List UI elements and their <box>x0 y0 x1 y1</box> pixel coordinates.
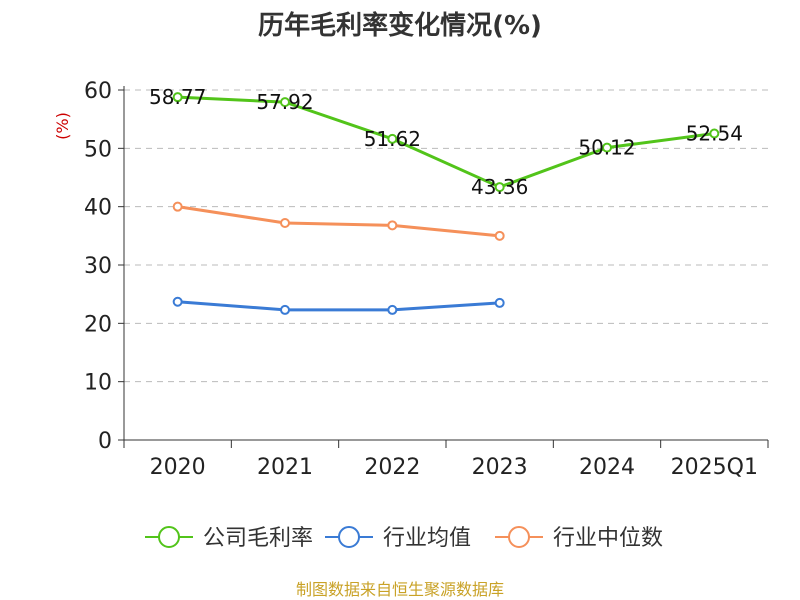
data-point <box>172 296 183 307</box>
data-label: 50.12 <box>578 136 635 160</box>
series-lines <box>172 92 720 315</box>
legend-label: 行业中位数 <box>553 526 663 551</box>
data-point <box>602 142 612 153</box>
data-point <box>387 304 398 315</box>
y-axis-unit-label: (%) <box>53 112 72 140</box>
y-tick-label: 60 <box>84 79 112 104</box>
data-labels: 58.77 57.92 51.62 43.36 50.12 52.54 <box>149 85 743 199</box>
data-point <box>387 133 398 144</box>
data-point <box>494 182 505 193</box>
legend-item[interactable]: 行业均值 <box>325 526 471 551</box>
data-label: 57.92 <box>256 90 313 114</box>
legend: 公司毛利率 行业均值 行业中位数 <box>145 526 663 551</box>
data-point <box>709 128 720 139</box>
x-tick-label: 2020 <box>150 455 206 480</box>
data-label: 52.54 <box>686 122 743 146</box>
legend-item[interactable]: 公司毛利率 <box>145 526 313 551</box>
data-point <box>387 220 398 231</box>
x-tick-label: 2021 <box>257 455 313 480</box>
legend-marker-icon <box>158 526 180 548</box>
data-point <box>280 218 290 228</box>
series-line <box>177 205 500 238</box>
x-tick-label: 2023 <box>472 455 528 480</box>
legend-label: 行业均值 <box>383 526 471 551</box>
data-point <box>172 92 183 103</box>
x-tick-label: 2022 <box>364 455 420 480</box>
data-point <box>494 230 505 241</box>
axes: 0 10 20 30 40 50 60 2020 2021 2022 2023 2024 2025Q1 <box>84 79 769 480</box>
data-label: 51.62 <box>364 127 421 151</box>
legend-marker-icon <box>338 526 360 548</box>
y-tick-label: 50 <box>84 137 112 162</box>
data-label: 58.77 <box>149 85 206 109</box>
data-point <box>494 297 505 308</box>
data-point <box>280 97 290 108</box>
legend-label: 公司毛利率 <box>203 526 313 551</box>
source-note: 制图数据来自恒生聚源数据库 <box>296 580 504 599</box>
data-label: 43.36 <box>471 175 528 199</box>
grid-lines <box>124 89 768 383</box>
y-tick-label: 10 <box>84 371 112 396</box>
y-tick-label: 30 <box>84 254 112 279</box>
y-tick-label: 40 <box>84 196 112 221</box>
x-tick-label: 2025Q1 <box>671 455 758 480</box>
chart-title: 历年毛利率变化情况(%) <box>258 10 542 41</box>
data-point <box>280 304 290 315</box>
y-tick-label: 20 <box>84 312 112 337</box>
legend-marker-icon <box>508 526 530 548</box>
x-tick-label: 2024 <box>579 455 635 480</box>
legend-item[interactable]: 行业中位数 <box>495 526 663 551</box>
y-tick-label: 0 <box>98 429 112 454</box>
series-line <box>177 95 715 189</box>
series-line <box>177 300 500 312</box>
data-point <box>172 201 183 212</box>
